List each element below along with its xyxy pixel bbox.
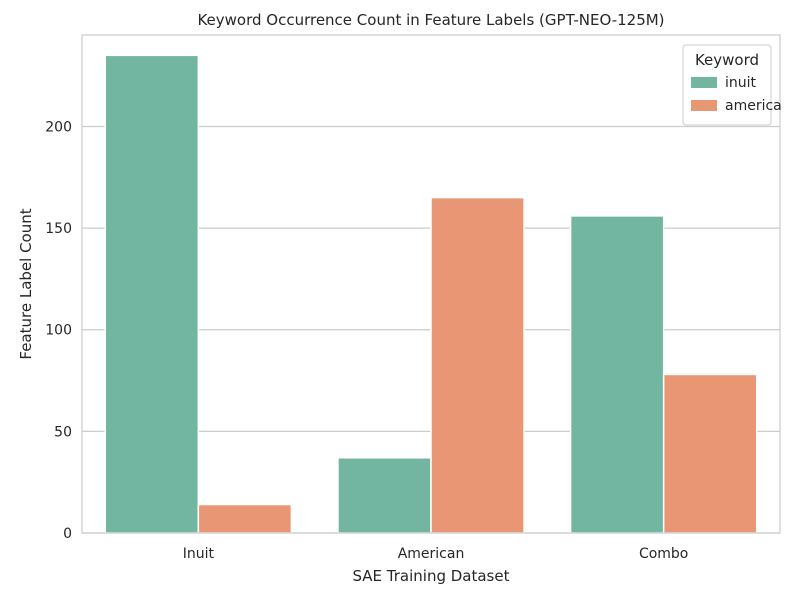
y-tick-label: 50 (54, 424, 72, 440)
bar-america-inuit (197, 503, 293, 534)
x-tick-label: American (398, 546, 465, 562)
bars (104, 54, 758, 534)
x-tick-label: Inuit (183, 546, 215, 562)
bar-inuit-american (337, 457, 432, 534)
bar-america-american (430, 196, 525, 534)
plot-frame (81, 34, 781, 534)
y-tick-label: 150 (45, 221, 72, 237)
legend: Keyword inuit america (682, 44, 782, 126)
y-axis-title: Feature Label Count (17, 208, 35, 359)
legend-label-america: america (725, 98, 782, 114)
y-tick-labels: 0 50 100 150 200 (45, 119, 72, 542)
y-tick-label: 100 (45, 323, 72, 339)
x-tick-labels: Inuit American Combo (183, 546, 689, 562)
legend-title: Keyword (695, 51, 759, 69)
legend-swatch-america (691, 100, 717, 111)
bar-america-combo (662, 373, 758, 534)
bar-inuit-combo (569, 215, 665, 534)
chart-title: Keyword Occurrence Count in Feature Labe… (197, 11, 664, 29)
x-tick-label: Combo (639, 546, 688, 562)
bar-inuit-inuit (104, 54, 200, 534)
x-axis-title: SAE Training Dataset (352, 567, 509, 585)
y-tick-label: 0 (63, 526, 72, 542)
legend-label-inuit: inuit (725, 75, 757, 91)
legend-swatch-inuit (691, 77, 717, 88)
y-tick-label: 200 (45, 119, 72, 135)
